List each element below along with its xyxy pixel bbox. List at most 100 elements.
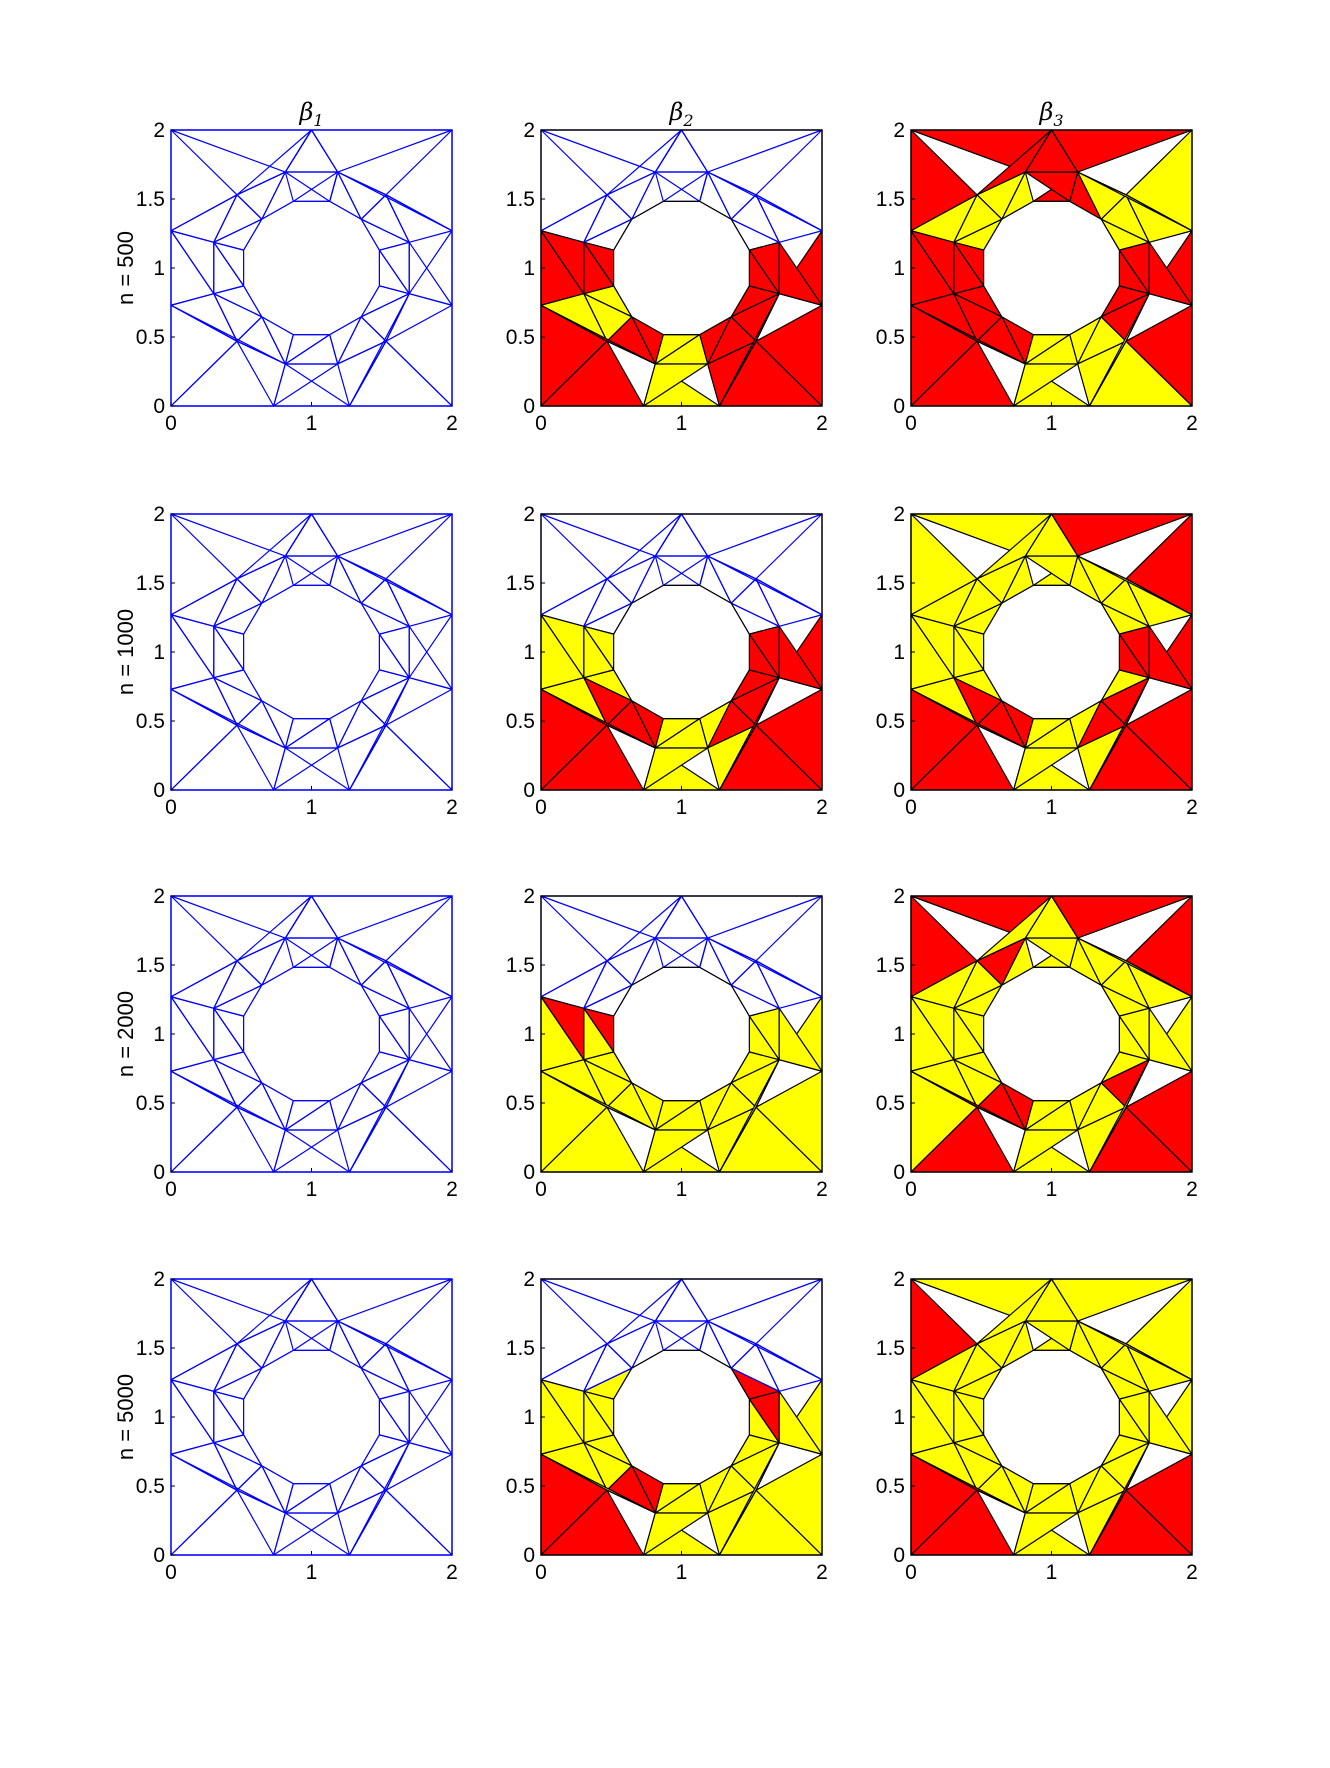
mesh-triangle <box>1088 1442 1150 1556</box>
mesh-triangle <box>910 996 955 1061</box>
mesh-triangle <box>707 1320 823 1381</box>
x-tick-label: 1 <box>676 1178 688 1201</box>
y-tick-label: 0.5 <box>506 1475 535 1498</box>
hole <box>983 966 1120 1102</box>
mesh-triangle <box>976 1278 1053 1345</box>
mesh-triangle <box>606 1278 683 1345</box>
y-tick-label: 1 <box>153 1023 165 1046</box>
mesh-triangle <box>1012 1512 1079 1556</box>
y-tick-label: 0.5 <box>506 710 535 733</box>
column-title: β2 <box>668 98 693 130</box>
hole <box>983 584 1120 720</box>
mesh-triangle <box>1148 625 1193 690</box>
mesh-triangle <box>540 1453 656 1514</box>
mesh-triangle <box>408 625 453 690</box>
y-tick-label: 2 <box>153 1268 165 1291</box>
mesh-triangle <box>540 304 656 365</box>
mesh-triangle <box>348 293 410 407</box>
mesh-triangle <box>642 1512 709 1556</box>
y-tick-label: 0 <box>893 1544 905 1567</box>
mesh-triangle <box>910 304 1026 365</box>
hole <box>243 200 380 336</box>
mesh-triangle <box>337 1320 453 1381</box>
mesh-triangle <box>910 1453 1026 1514</box>
mesh-triangle <box>337 555 453 616</box>
y-tick-label: 2 <box>153 503 165 526</box>
x-tick-label: 1 <box>1046 412 1058 435</box>
hole <box>613 200 750 336</box>
x-tick-label: 1 <box>1046 796 1058 819</box>
y-tick-label: 1.5 <box>506 954 535 977</box>
y-tick-label: 0 <box>523 1161 535 1184</box>
mesh-triangle <box>540 996 585 1061</box>
x-tick-label: 0 <box>905 412 917 435</box>
y-tick-label: 1 <box>153 257 165 280</box>
mesh-triangle <box>642 363 709 407</box>
mesh-triangle <box>540 1379 585 1444</box>
y-tick-label: 1.5 <box>876 1337 905 1360</box>
x-tick-label: 2 <box>1186 1178 1198 1201</box>
x-tick-label: 2 <box>816 1561 828 1584</box>
mesh-triangle <box>1012 747 1079 791</box>
y-tick-label: 1 <box>893 641 905 664</box>
row-label: n = 500 <box>113 231 138 305</box>
y-tick-label: 1 <box>523 641 535 664</box>
panel-r4-c2: 0 1 2 0 0.5 1 1.5 2 <box>506 1268 828 1584</box>
x-tick-label: 1 <box>306 796 318 819</box>
y-tick-label: 2 <box>893 119 905 142</box>
mesh-triangle <box>1077 171 1193 232</box>
mesh-triangle <box>408 1390 453 1455</box>
x-tick-label: 0 <box>165 796 177 819</box>
mesh-triangle <box>1077 555 1193 616</box>
x-tick-label: 1 <box>1046 1178 1058 1201</box>
mesh-triangle <box>1088 1059 1150 1173</box>
mesh-triangle <box>642 1129 709 1173</box>
y-tick-label: 1.5 <box>136 188 165 211</box>
hole <box>613 584 750 720</box>
mesh-triangle <box>1012 1129 1079 1173</box>
y-tick-label: 2 <box>893 885 905 908</box>
y-tick-label: 1.5 <box>876 188 905 211</box>
x-tick-label: 1 <box>306 412 318 435</box>
x-tick-label: 2 <box>816 1178 828 1201</box>
y-tick-label: 0.5 <box>136 710 165 733</box>
y-tick-label: 1 <box>153 641 165 664</box>
y-tick-label: 2 <box>523 503 535 526</box>
mesh-triangle <box>236 129 313 196</box>
panel-r3-c2: 0 1 2 0 0.5 1 1.5 2 <box>506 885 828 1201</box>
mesh-triangle <box>910 1379 955 1444</box>
row-label: n = 2000 <box>113 991 138 1077</box>
x-tick-label: 1 <box>1046 1561 1058 1584</box>
mesh-triangle <box>718 1442 780 1556</box>
mesh-triangle <box>408 1007 453 1072</box>
y-tick-label: 0 <box>523 779 535 802</box>
y-tick-label: 1 <box>893 257 905 280</box>
x-tick-label: 0 <box>535 796 547 819</box>
mesh-triangle <box>408 241 453 306</box>
y-tick-label: 0 <box>523 395 535 418</box>
column-title: β3 <box>1038 98 1063 130</box>
y-tick-label: 1.5 <box>506 188 535 211</box>
mesh-triangle <box>348 677 410 791</box>
panel-r4-c1: 0 1 2 0 0.5 1 1.5 2 <box>136 1268 458 1584</box>
mesh-triangle <box>976 129 1053 196</box>
hole <box>613 966 750 1102</box>
y-tick-label: 1.5 <box>506 572 535 595</box>
x-tick-label: 2 <box>446 1178 458 1201</box>
y-tick-label: 1 <box>523 257 535 280</box>
panel-r1-c1: 0 1 2 0 0.5 1 1.5 2 <box>136 119 458 435</box>
panel-r4-c3: 0 1 2 0 0.5 1 1.5 2 <box>876 1268 1198 1584</box>
y-tick-label: 0 <box>523 1544 535 1567</box>
mesh-triangle <box>540 614 585 679</box>
mesh-triangle <box>910 230 955 295</box>
x-tick-label: 0 <box>535 1561 547 1584</box>
mesh-triangle <box>707 171 823 232</box>
x-tick-label: 2 <box>1186 412 1198 435</box>
mesh-triangle <box>1148 1007 1193 1072</box>
y-tick-label: 2 <box>523 885 535 908</box>
mesh-triangle <box>540 230 585 295</box>
mesh-triangle <box>606 129 683 196</box>
mesh-triangle <box>778 1007 823 1072</box>
x-tick-label: 0 <box>905 1561 917 1584</box>
y-tick-label: 0 <box>893 395 905 418</box>
